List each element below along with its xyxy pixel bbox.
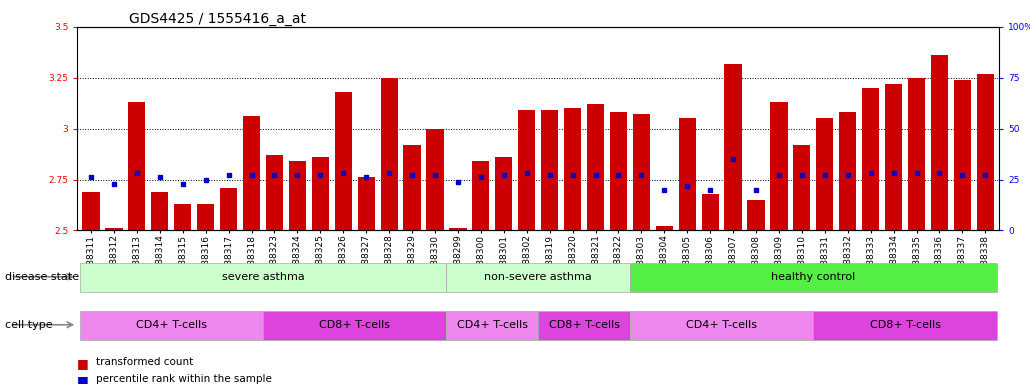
Text: severe asthma: severe asthma	[221, 272, 305, 282]
Bar	[312, 157, 329, 230]
Bar	[816, 119, 833, 230]
Bar	[656, 226, 673, 230]
Bar	[862, 88, 880, 230]
Text: cell type: cell type	[5, 320, 53, 330]
Bar	[954, 80, 971, 230]
Bar	[630, 311, 814, 340]
Text: transformed count: transformed count	[96, 357, 193, 367]
Bar	[197, 204, 214, 230]
Bar	[518, 110, 536, 230]
Bar	[357, 177, 375, 230]
Bar	[931, 55, 948, 230]
Bar	[288, 161, 306, 230]
Bar	[472, 161, 489, 230]
Bar	[82, 192, 100, 230]
Bar	[446, 263, 630, 292]
Bar	[446, 311, 538, 340]
Text: non-severe asthma: non-severe asthma	[484, 272, 592, 282]
Bar	[79, 263, 446, 292]
Bar	[79, 311, 263, 340]
Text: CD8+ T-cells: CD8+ T-cells	[869, 320, 940, 330]
Bar	[105, 228, 123, 230]
Text: CD8+ T-cells: CD8+ T-cells	[319, 320, 390, 330]
Bar	[129, 102, 145, 230]
Text: CD4+ T-cells: CD4+ T-cells	[136, 320, 207, 330]
Text: GDS4425 / 1555416_a_at: GDS4425 / 1555416_a_at	[129, 12, 306, 25]
Bar	[885, 84, 902, 230]
Bar	[243, 116, 261, 230]
Bar	[266, 155, 283, 230]
Text: healthy control: healthy control	[771, 272, 856, 282]
Bar	[724, 63, 742, 230]
Bar	[679, 119, 696, 230]
Bar	[976, 74, 994, 230]
Bar	[587, 104, 605, 230]
Bar	[151, 192, 168, 230]
Bar	[701, 194, 719, 230]
Text: disease state: disease state	[5, 272, 79, 282]
Bar	[174, 204, 192, 230]
Bar	[748, 200, 764, 230]
Bar	[839, 113, 856, 230]
Bar	[630, 263, 997, 292]
Text: CD4+ T-cells: CD4+ T-cells	[457, 320, 527, 330]
Bar	[610, 113, 627, 230]
Bar	[770, 102, 788, 230]
Bar	[814, 311, 997, 340]
Bar	[908, 78, 925, 230]
Bar	[632, 114, 650, 230]
Bar	[335, 92, 352, 230]
Bar	[426, 129, 444, 230]
Text: CD4+ T-cells: CD4+ T-cells	[686, 320, 757, 330]
Bar	[380, 78, 398, 230]
Bar	[404, 145, 420, 230]
Bar	[564, 108, 581, 230]
Bar	[263, 311, 446, 340]
Bar	[538, 311, 630, 340]
Bar	[220, 188, 237, 230]
Text: ■: ■	[77, 374, 89, 384]
Text: percentile rank within the sample: percentile rank within the sample	[96, 374, 272, 384]
Text: ■: ■	[77, 357, 89, 370]
Bar	[541, 110, 558, 230]
Bar	[449, 228, 467, 230]
Bar	[495, 157, 512, 230]
Text: CD8+ T-cells: CD8+ T-cells	[549, 320, 619, 330]
Bar	[793, 145, 811, 230]
